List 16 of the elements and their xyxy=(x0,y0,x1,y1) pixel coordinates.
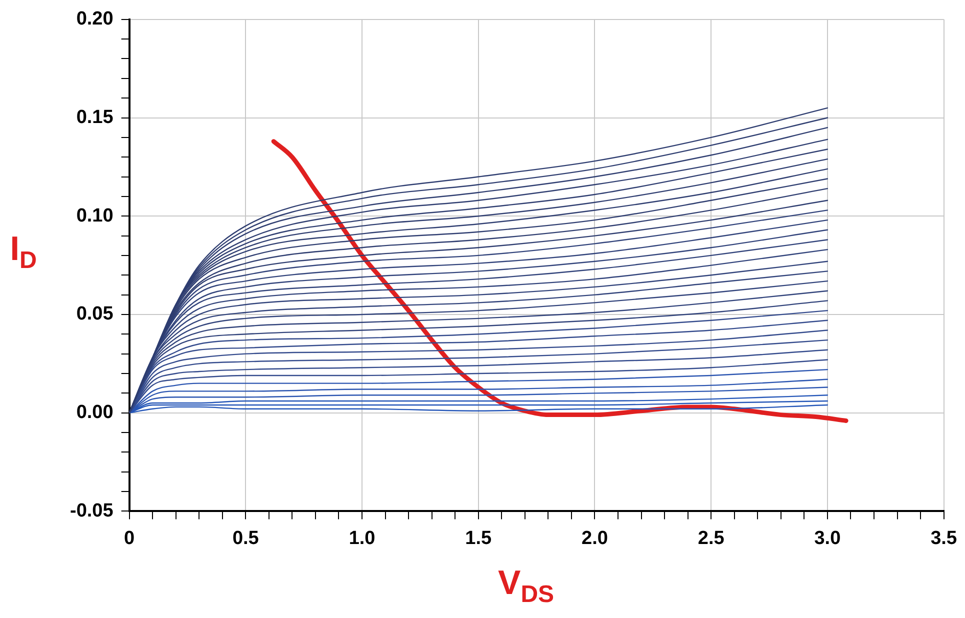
x-tick-label: 0 xyxy=(124,528,135,549)
x-tick-label: 1.0 xyxy=(348,528,376,549)
x-tick-label: 0.5 xyxy=(232,528,260,549)
y-tick-label: 0.10 xyxy=(76,205,114,226)
x-tick-label: 2.5 xyxy=(698,528,725,549)
y-tick-label: 0.20 xyxy=(76,8,114,30)
y-axis-title: I$_{D}$ xyxy=(10,230,37,274)
y-tick-label: -0.05 xyxy=(70,500,114,522)
x-tick-label: 2.0 xyxy=(582,528,608,549)
y-tick-label: 0.05 xyxy=(76,304,114,325)
x-tick-label: 3.0 xyxy=(814,528,841,549)
x-tick-label: 1.5 xyxy=(465,528,492,549)
y-tick-label: 0.15 xyxy=(76,106,114,128)
x-tick-label: 3.5 xyxy=(930,528,958,549)
y-tick-label: 0.00 xyxy=(76,402,114,424)
x-axis-title: V$_{DS}$ xyxy=(498,564,554,608)
